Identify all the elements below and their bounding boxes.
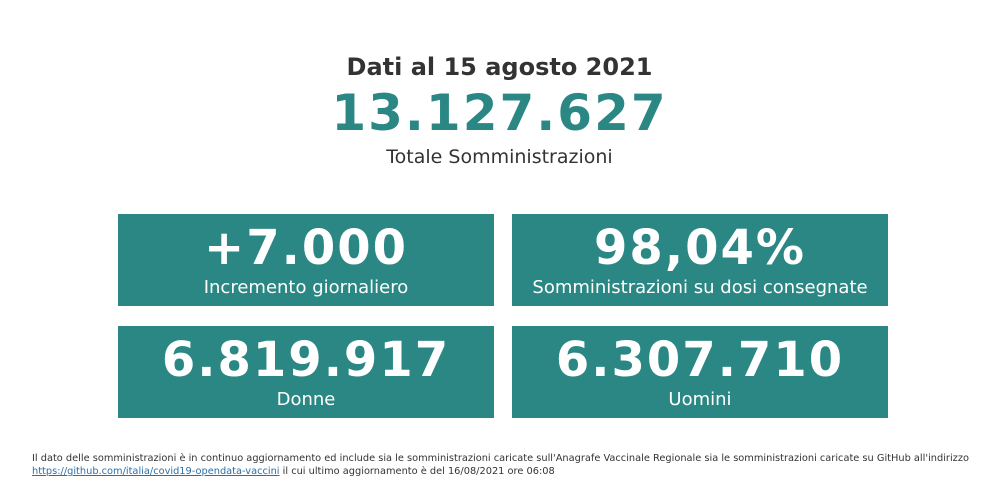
men-label: Uomini <box>668 389 732 410</box>
daily-increase-label: Incremento giornaliero <box>203 277 409 298</box>
men-card: 6.307.710 Uomini <box>512 326 888 418</box>
date-heading: Dati al 15 agosto 2021 <box>346 53 653 81</box>
footnote-text-line2: il cui ultimo aggiornamento è del 16/08/… <box>282 466 555 477</box>
administered-vs-delivered-label: Somministrazioni su dosi consegnate <box>532 277 868 298</box>
administered-vs-delivered-card: 98,04% Somministrazioni su dosi consegna… <box>512 214 888 306</box>
total-administrations-value: 13.127.627 <box>331 84 668 142</box>
github-link[interactable]: https://github.com/italia/covid19-openda… <box>32 466 280 477</box>
women-value: 6.819.917 <box>161 332 451 388</box>
total-administrations-label: Totale Somministrazioni <box>386 146 613 168</box>
footnote-line2: https://github.com/italia/covid19-openda… <box>32 465 982 478</box>
footnote: Il dato delle somministrazioni è in cont… <box>32 452 982 478</box>
daily-increase-card: +7.000 Incremento giornaliero <box>118 214 494 306</box>
men-value: 6.307.710 <box>555 332 845 388</box>
footnote-text-line1: Il dato delle somministrazioni è in cont… <box>32 453 969 464</box>
administered-vs-delivered-value: 98,04% <box>594 220 806 276</box>
daily-increase-value: +7.000 <box>203 220 409 276</box>
women-label: Donne <box>276 389 336 410</box>
women-card: 6.819.917 Donne <box>118 326 494 418</box>
